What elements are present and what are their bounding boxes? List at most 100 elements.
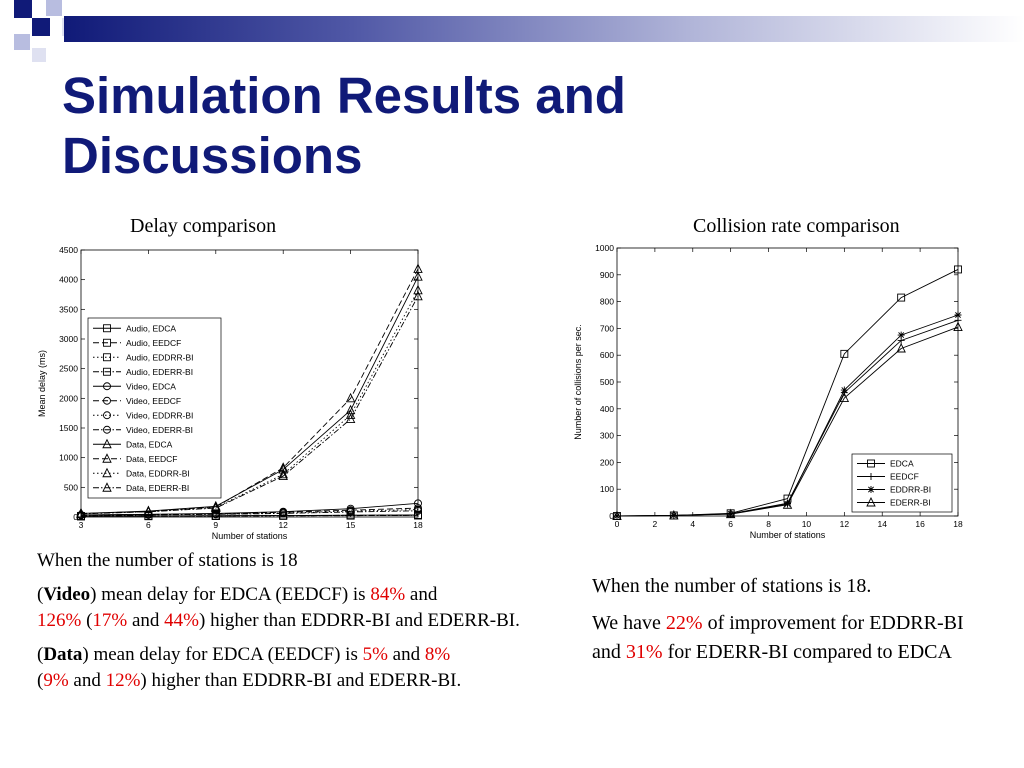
legend-label: EDERR-BI (890, 498, 931, 508)
legend-item: Video, EDCA (93, 381, 176, 391)
y-tick-label: 1000 (59, 453, 78, 463)
data-point (413, 290, 423, 301)
legend-label: EDDRR-BI (890, 485, 931, 495)
x-tick-label: 18 (413, 520, 423, 530)
x-tick-label: 8 (766, 519, 771, 529)
y-tick-label: 400 (600, 404, 614, 414)
data-point (612, 510, 622, 520)
series-line (616, 326, 959, 517)
data-point (345, 413, 356, 424)
legend-marker (103, 353, 111, 362)
legend-item: Data, EEDCF (93, 453, 178, 464)
data-point (413, 284, 423, 295)
y-tick-label: 0 (609, 511, 614, 521)
y-tick-label: 500 (64, 482, 78, 492)
y-tick-label: 700 (600, 323, 614, 333)
x-tick-label: 2 (653, 519, 658, 529)
collision-discussion: When the number of stations is 18. We ha… (592, 572, 982, 675)
legend-marker (103, 425, 111, 434)
x-tick-label: 3 (79, 520, 84, 530)
legend-marker (103, 367, 111, 376)
legend-marker (103, 338, 111, 347)
legend-item: Data, EDERR-BI (93, 482, 189, 493)
legend-marker (103, 396, 111, 405)
y-tick-label: 300 (600, 431, 614, 441)
legend-marker (103, 411, 111, 420)
legend-item: Video, EDDRR-BI (93, 410, 193, 420)
collision-chart-caption: Collision rate comparison (693, 215, 900, 237)
y-tick-label: 600 (600, 350, 614, 360)
x-tick-label: 12 (278, 520, 288, 530)
delay-intro-text: When the number of stations is 18 (37, 550, 298, 571)
data-point (345, 409, 356, 419)
data-point (413, 263, 423, 273)
data-point (840, 386, 848, 394)
legend-item: Audio, EDDRR-BI (93, 352, 194, 362)
y-axis-label: Number of collisions per sec. (573, 324, 583, 440)
y-tick-label: 100 (600, 484, 614, 494)
data-point (840, 349, 849, 358)
y-tick-label: 2000 (59, 393, 78, 403)
series-line (80, 290, 419, 515)
x-tick-label: 16 (915, 519, 925, 529)
delay-discussion: When the number of stations is 18 (Video… (37, 548, 557, 702)
legend-marker (102, 482, 112, 492)
legend-label: Video, EDCA (126, 381, 176, 391)
improvement-text: We have 22% of improvement for EDDRR-BI … (592, 612, 964, 663)
data-point (278, 468, 288, 479)
legend-item: Video, EDERR-BI (93, 425, 193, 435)
legend-item: EDCA (857, 459, 914, 469)
legend-label: Video, EDDRR-BI (126, 410, 193, 420)
data-point (345, 392, 356, 403)
legend-marker (867, 486, 875, 493)
y-tick-label: 200 (600, 457, 614, 467)
x-tick-label: 4 (690, 519, 695, 529)
data-point (76, 508, 86, 518)
legend-label: Audio, EDCA (126, 323, 176, 333)
legend-marker (867, 459, 875, 468)
x-tick-label: 12 (840, 519, 850, 529)
y-tick-label: 2500 (59, 364, 78, 374)
y-tick-label: 1500 (59, 423, 78, 433)
series-ederr-bi (612, 321, 963, 520)
collision-intro-text: When the number of stations is 18. (592, 575, 872, 597)
x-tick-label: 6 (146, 520, 151, 530)
series-line (80, 510, 419, 516)
data-delay-text: (Data) mean delay for EDCA (EEDCF) is 5%… (37, 644, 462, 691)
y-tick-label: 3000 (59, 334, 78, 344)
x-axis-label: Number of stations (212, 531, 288, 541)
data-point (346, 508, 355, 516)
data-point (143, 506, 154, 516)
data-point (278, 470, 288, 481)
y-tick-label: 800 (600, 297, 614, 307)
data-point (669, 509, 679, 520)
y-tick-label: 1000 (595, 243, 614, 253)
legend-marker (102, 453, 112, 463)
data-point (725, 508, 736, 519)
legend-item: Video, EEDCF (93, 396, 181, 406)
x-tick-label: 9 (213, 520, 218, 530)
x-tick-label: 18 (953, 519, 963, 529)
legend-item: EDERR-BI (857, 496, 931, 508)
series-data-ederr-bi (76, 290, 423, 518)
corner-decoration (0, 0, 110, 70)
y-tick-label: 4500 (59, 245, 78, 255)
legend-item: Audio, EDERR-BI (93, 367, 193, 377)
data-point (954, 311, 962, 319)
legend-label: Audio, EEDCF (126, 338, 181, 348)
legend-label: Video, EDERR-BI (126, 425, 193, 435)
y-tick-label: 0 (73, 512, 78, 522)
data-point (414, 506, 422, 515)
series-line (80, 509, 419, 516)
data-point (954, 265, 962, 274)
series-line (80, 515, 419, 517)
data-point (839, 392, 850, 403)
legend-label: EDCA (890, 459, 914, 469)
legend-marker (102, 438, 112, 449)
legend-item: Audio, EDCA (93, 323, 176, 333)
legend-item: Data, EDCA (93, 438, 173, 449)
legend-item: EEDCF (857, 472, 919, 482)
data-point (413, 271, 423, 281)
legend-box (87, 317, 222, 499)
data-point (279, 509, 288, 518)
